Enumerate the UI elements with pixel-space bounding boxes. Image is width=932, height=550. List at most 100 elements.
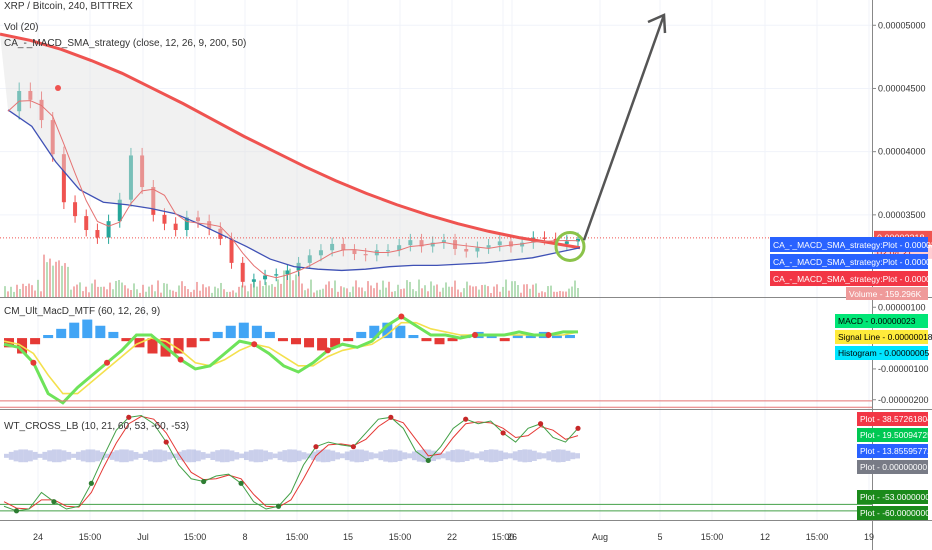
wt-area-bar (469, 452, 475, 460)
candle-body (106, 221, 111, 238)
volume-bar (202, 284, 204, 297)
histogram-bar (251, 325, 262, 339)
wt-area-bar (320, 449, 326, 463)
histogram-bar (317, 338, 328, 351)
wt-area-bar (368, 452, 374, 460)
volume-bar (412, 289, 414, 297)
volume-bar (385, 287, 387, 297)
volume-bar (448, 286, 450, 297)
wt-area-bar (109, 451, 115, 460)
volume-bar (556, 291, 558, 297)
volume-bar (241, 285, 243, 297)
histogram-bar (551, 335, 562, 339)
wt-area-bar (37, 453, 43, 458)
wt-area-bar (66, 451, 72, 460)
volume-bar (259, 280, 261, 297)
volume-tag-text: Volume - 159.296K (849, 289, 922, 299)
candle-body (95, 230, 100, 238)
projection-arrow-head (647, 13, 667, 34)
candle-body (151, 187, 156, 215)
volume-bar (340, 286, 342, 297)
histogram-bar (395, 325, 406, 339)
wt-area-bar (28, 450, 33, 462)
wt-area-bar (104, 453, 110, 458)
wt-area-bar (527, 449, 532, 463)
cross-dot (425, 457, 431, 464)
volume-bar (163, 283, 165, 297)
wt-area-bar (272, 453, 278, 459)
wt-area-bar (522, 449, 528, 463)
candle-body (61, 154, 66, 203)
grid-lines (0, 0, 872, 520)
histogram-bar (447, 338, 458, 342)
histogram-bar (69, 322, 80, 339)
volume-bar (535, 283, 537, 297)
wt-area-bar (421, 449, 427, 463)
volume-bar (265, 281, 267, 297)
wt-area-bar (157, 449, 163, 463)
wt-area-bar (172, 453, 177, 459)
cross-dot (163, 439, 169, 445)
wt-area-bar (383, 450, 388, 462)
wt-area-bar (95, 450, 100, 462)
candle-body (330, 243, 335, 251)
volume-bar (184, 286, 186, 297)
cross-dot (126, 414, 132, 420)
wt-area-bar (455, 449, 460, 463)
volume-bar (343, 287, 345, 297)
volume-bar (172, 290, 174, 297)
wt-area-bar (541, 453, 547, 459)
volume-bar (430, 281, 432, 297)
wt-area-bar (224, 449, 230, 463)
volume-bar (475, 286, 477, 297)
candle-body (263, 275, 268, 280)
wt-area-bar (373, 453, 379, 459)
volume-bar (463, 288, 465, 297)
volume-bar (244, 285, 246, 297)
candle-body (162, 214, 167, 224)
wt-cross-dots (13, 414, 581, 514)
volume-bar (4, 286, 6, 297)
volume-bar (70, 289, 72, 297)
volume-bar (466, 281, 468, 297)
wt-area-bar (282, 450, 288, 462)
candle-body (475, 247, 480, 252)
volume-bar (94, 279, 96, 297)
candle-body (117, 199, 122, 222)
volume-bar (346, 288, 348, 297)
wt-area-bar (234, 452, 240, 460)
histogram-bar (499, 338, 510, 342)
candle-body (386, 250, 390, 252)
volume-bar (103, 286, 105, 297)
x-tick-label: 19 (864, 532, 874, 542)
volume-bar (250, 283, 252, 297)
wt-value-tag (857, 444, 928, 458)
wt-area-bar (133, 452, 139, 460)
wt-cross-pane-title: WT_CROSS_LB (10, 21, 60, 53, -60, -53) (4, 421, 190, 432)
cross-dot (388, 414, 394, 420)
volume-bar (76, 284, 78, 297)
fast-ma-line (7, 100, 579, 279)
wt-area-bar (359, 449, 364, 463)
volume-bar (22, 283, 24, 297)
histogram-bar (108, 331, 119, 339)
strategy-plot-text: CA_-_MACD_SMA_strategy:Plot - 0.00003256 (773, 240, 932, 250)
price-y-axis: 0.00005000 0.00004500 0.00004000 0.00003500 (872, 20, 926, 220)
volume-bar (112, 289, 114, 297)
wt-area-bar (392, 449, 398, 463)
histogram-bar (173, 338, 184, 354)
volume-bar (565, 291, 567, 297)
wt-area-bar (220, 449, 225, 463)
wt-histogram-area (4, 449, 580, 463)
y-tick-label: -0.00000200 (878, 395, 929, 405)
candle-body (251, 279, 256, 282)
cross-dot (463, 416, 469, 422)
wt-value-text: Plot - 0.00000000 (860, 462, 927, 472)
cross-dot (30, 359, 37, 366)
macd-value-text: MACD - 0.00000023 (838, 316, 916, 326)
strategy-plot-tag (770, 254, 928, 269)
volume-bar (496, 284, 498, 297)
volume-bar (550, 285, 552, 297)
volume-bar (46, 262, 48, 297)
